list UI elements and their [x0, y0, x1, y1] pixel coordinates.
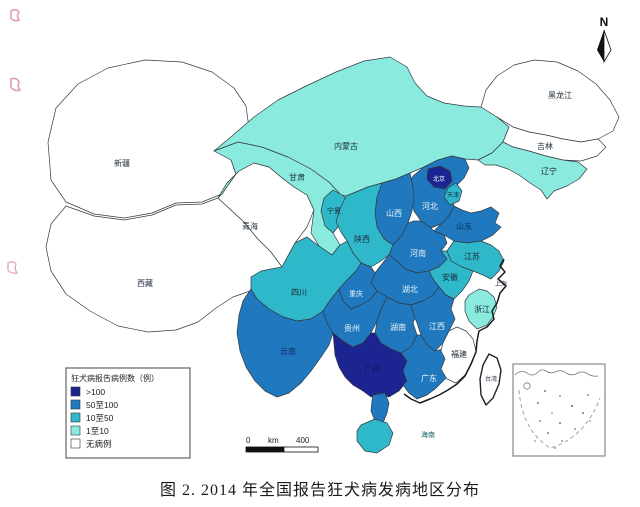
label-ningxia: 宁夏 — [327, 206, 341, 215]
label-shaanxi: 陕西 — [354, 234, 370, 244]
label-shanghai: 上海 — [495, 280, 507, 288]
province-labels: 新疆 西藏 青海 甘肃 内蒙古 黑龙江 吉林 辽宁 北京 天津 河北 山西 山东… — [114, 90, 572, 439]
province-beijing — [426, 165, 453, 190]
legend-label-1-10: 1至10 — [86, 426, 109, 436]
label-neimenggu: 内蒙古 — [334, 141, 358, 151]
label-henan: 河南 — [410, 248, 426, 258]
label-xizang: 西藏 — [137, 278, 153, 288]
china-choropleth-map: 新疆 西藏 青海 甘肃 内蒙古 黑龙江 吉林 辽宁 北京 天津 河北 山西 山东… — [7, 8, 620, 459]
province-liaoning — [477, 141, 588, 200]
label-xinjiang: 新疆 — [114, 158, 130, 168]
label-zhejiang: 浙江 — [474, 304, 490, 314]
label-beijing: 北京 — [433, 175, 445, 183]
map-legend: 狂犬病报告病例数（例） >100 50至100 10至50 1至10 无病例 — [65, 367, 191, 459]
legend-title: 狂犬病报告病例数（例） — [71, 373, 159, 383]
province-shandong — [433, 205, 502, 244]
figure-caption: 图 2. 2014 年全国报告狂犬病发病地区分布 — [159, 482, 480, 499]
label-guizhou: 贵州 — [344, 323, 360, 333]
province-xinjiang — [47, 59, 250, 219]
inset-coastline — [514, 369, 599, 377]
inset-border — [512, 363, 606, 457]
label-tianjin: 天津 — [447, 192, 459, 199]
label-jilin: 吉林 — [537, 141, 553, 151]
red-margin-artifact — [10, 77, 22, 92]
legend-swatch-gt100 — [70, 386, 81, 397]
label-shanxi: 山西 — [386, 208, 402, 218]
scale-zero: 0 — [246, 436, 251, 445]
label-taiwan: 台湾 — [485, 375, 497, 383]
scale-segment-empty — [283, 446, 319, 453]
legend-label-50-100: 50至100 — [86, 400, 118, 410]
inset-hainan-island — [523, 382, 531, 390]
label-sichuan: 四川 — [291, 288, 307, 297]
label-jiangxi: 江西 — [429, 322, 445, 331]
north-arrow-label: N — [600, 15, 609, 29]
south-china-sea-inset — [512, 363, 606, 457]
legend-box — [65, 367, 191, 459]
label-chongqing: 重庆 — [349, 289, 363, 298]
label-guangxi: 广西 — [364, 364, 380, 374]
province-yunnan — [236, 288, 334, 398]
label-hainan: 海南 — [421, 430, 435, 439]
label-heilongjiang: 黑龙江 — [548, 90, 572, 100]
scale-segment-filled — [245, 446, 285, 453]
province-tianjin — [443, 182, 463, 206]
legend-swatch-50-100 — [70, 399, 81, 410]
inset-island-dots — [534, 390, 591, 449]
province-shapes — [45, 56, 620, 454]
province-hainan — [356, 418, 394, 454]
label-gansu: 甘肃 — [289, 172, 305, 182]
legend-swatch-10-50 — [70, 412, 81, 423]
north-arrow-light-half — [603, 29, 612, 64]
legend-swatch-1-10 — [70, 425, 81, 436]
red-margin-artifact — [10, 8, 21, 22]
label-hebei: 河北 — [422, 201, 438, 211]
scale-max: 400 — [296, 436, 310, 445]
inset-dashed-boundary — [518, 389, 601, 449]
label-liaoning: 辽宁 — [541, 166, 557, 176]
province-zhejiang — [464, 288, 498, 330]
label-shandong: 山东 — [456, 221, 472, 231]
scale-bar: 0 km 400 — [245, 436, 319, 453]
label-fujian: 福建 — [451, 349, 467, 359]
legend-label-gt100: >100 — [86, 387, 105, 397]
label-hubei: 湖北 — [402, 285, 418, 294]
province-jiangxi — [410, 286, 456, 352]
label-yunnan: 云南 — [280, 346, 296, 356]
red-margin-artifact — [7, 261, 19, 274]
north-arrow: N — [597, 15, 612, 64]
legend-swatch-none — [70, 438, 81, 449]
label-qinghai: 青海 — [242, 221, 258, 231]
label-guangdong: 广东 — [421, 373, 437, 383]
legend-label-none: 无病例 — [86, 439, 112, 449]
label-anhui: 安徽 — [442, 272, 458, 282]
north-arrow-dark-half — [597, 30, 604, 62]
scale-unit: km — [268, 436, 279, 445]
label-jiangsu: 江苏 — [464, 251, 480, 261]
coastline-stroke — [403, 258, 507, 404]
province-taiwan — [479, 353, 502, 406]
label-hunan: 湖南 — [390, 322, 406, 332]
legend-label-10-50: 10至50 — [86, 413, 114, 423]
